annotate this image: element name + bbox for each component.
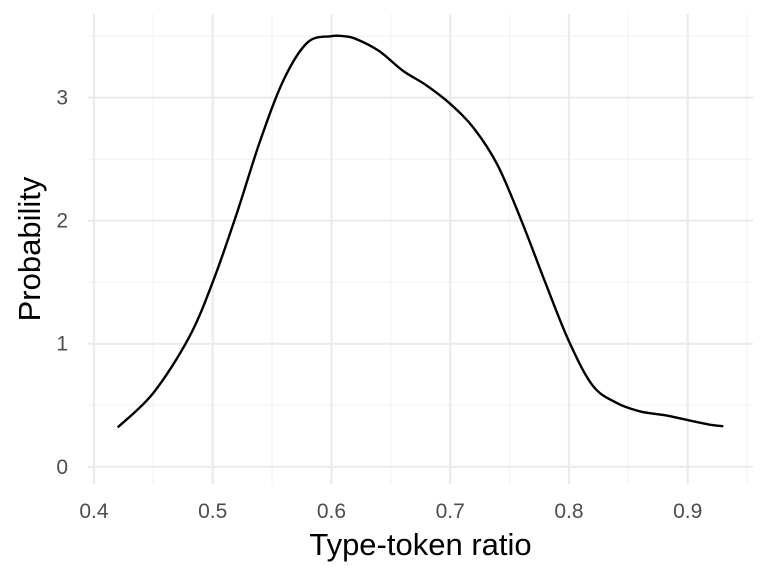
x-tick-label: 0.6 — [317, 500, 346, 523]
x-axis-title: Type-token ratio — [309, 527, 531, 562]
y-tick-label: 2 — [56, 210, 68, 233]
y-axis-tick-labels: 0 1 2 3 — [56, 87, 68, 479]
x-tick-label: 0.5 — [198, 500, 227, 523]
y-tick-label: 3 — [56, 87, 68, 110]
minor-gridlines — [88, 14, 753, 484]
density-curve — [116, 34, 724, 429]
y-axis-title: Probability — [12, 176, 47, 321]
major-gridlines — [88, 14, 753, 484]
x-tick-label: 0.9 — [673, 500, 702, 523]
x-axis-tick-labels: 0.4 0.5 0.6 0.7 0.8 0.9 — [79, 500, 702, 523]
x-tick-label: 0.4 — [79, 500, 109, 523]
y-tick-label: 1 — [56, 333, 68, 356]
y-tick-label: 0 — [56, 456, 68, 479]
x-tick-label: 0.8 — [554, 500, 583, 523]
x-tick-label: 0.7 — [436, 500, 465, 523]
